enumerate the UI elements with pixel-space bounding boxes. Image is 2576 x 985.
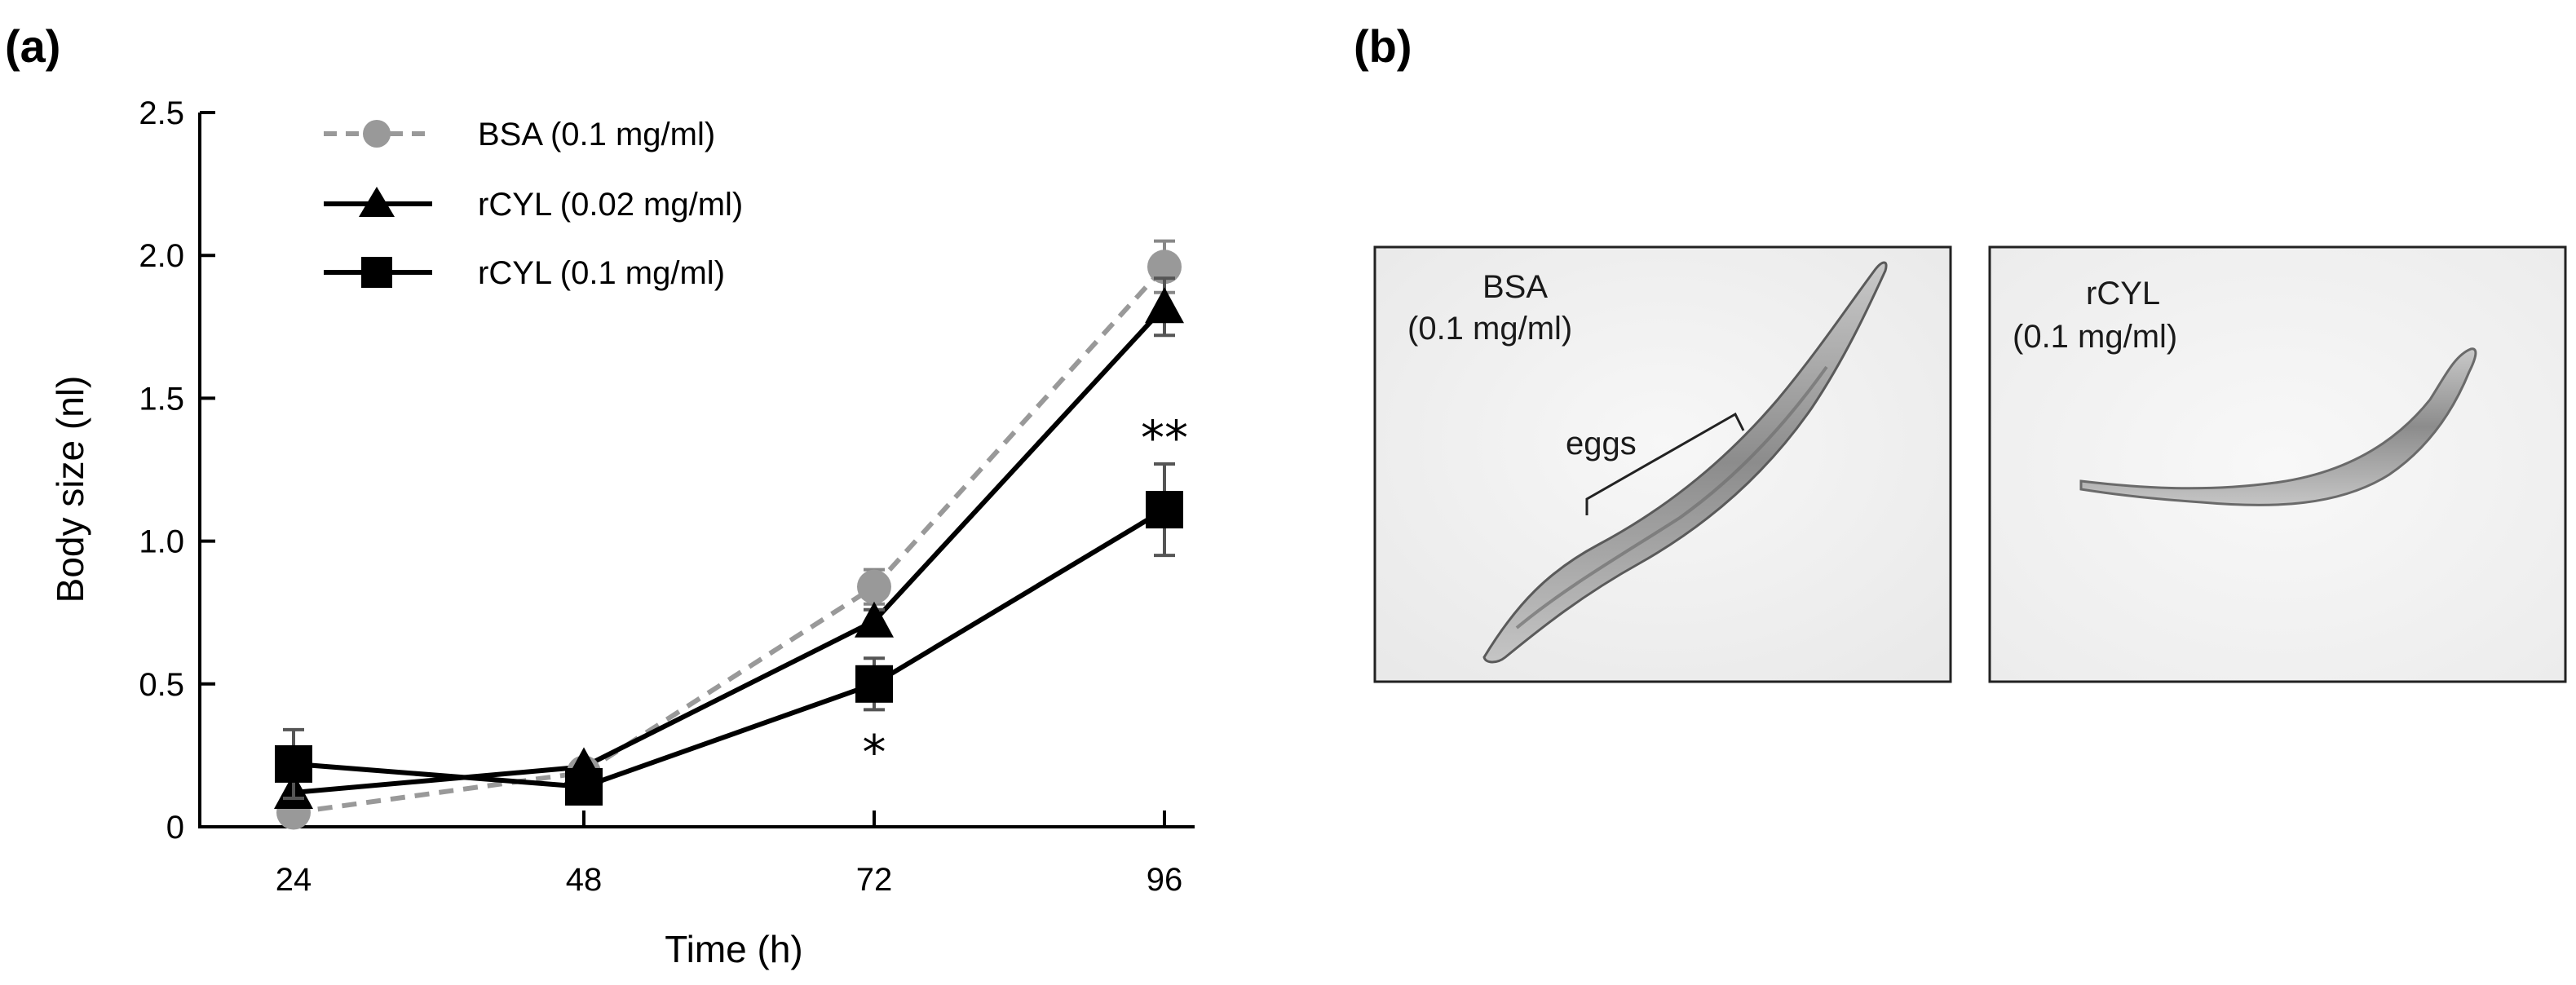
legend-label-rcyl-01: rCYL (0.1 mg/ml) <box>478 255 725 291</box>
y-tick-label: 0 <box>166 810 184 846</box>
micrograph-rcyl-label-line1: rCYL <box>2086 276 2160 311</box>
significance-annotations: *** <box>863 410 1189 780</box>
worm-bsa-image <box>1482 261 1888 664</box>
worm-bsa-gut <box>1515 365 1828 629</box>
legend-entry-rcyl-01: rCYL (0.1 mg/ml) <box>324 255 725 291</box>
micrograph-rcyl-frame <box>1988 245 2567 683</box>
legend-entry-rcyl-002: rCYL (0.02 mg/ml) <box>324 187 743 223</box>
x-tick-label: 96 <box>1147 862 1183 898</box>
micrograph-rcyl-label-line2: (0.1 mg/ml) <box>2013 319 2177 355</box>
panel-a-label: (a) <box>5 20 60 72</box>
micrograph-bsa-label-line2: (0.1 mg/ml) <box>1407 311 1572 347</box>
legend-marker-square <box>361 257 392 288</box>
micrograph-rcyl: rCYL (0.1 mg/ml) <box>1988 245 2567 683</box>
line-chart: 0 0.5 1.0 1.5 2.0 2.5 24 48 72 96 Body size (nl)… <box>49 95 1195 970</box>
series-layer <box>274 239 1184 830</box>
data-point-square <box>565 767 603 806</box>
x-tick-label: 48 <box>566 862 603 898</box>
data-point-square <box>855 665 893 703</box>
x-ticks: 24 48 72 96 <box>276 811 1183 898</box>
legend-marker-triangle <box>359 187 395 217</box>
y-tick-label: 2.5 <box>139 95 184 131</box>
data-point-circle <box>1147 250 1182 285</box>
data-point-triangle <box>1145 287 1184 324</box>
series-line-2 <box>293 507 1166 789</box>
y-axis-title: Body size (nl) <box>49 376 91 603</box>
legend-label-rcyl-002: rCYL (0.02 mg/ml) <box>478 187 743 223</box>
data-point-triangle <box>855 601 894 638</box>
chart-axes <box>198 113 1195 828</box>
y-tick-label: 1.0 <box>139 524 184 560</box>
series-line-1 <box>293 305 1167 795</box>
legend: BSA (0.1 mg/ml) rCYL (0.02 mg/ml) rCYL (… <box>324 117 743 291</box>
eggs-label: eggs <box>1566 426 1637 462</box>
legend-marker-circle <box>363 120 391 148</box>
y-tick-label: 2.0 <box>139 238 184 274</box>
significance-marker: * <box>863 724 886 780</box>
series-line-0 <box>293 265 1167 815</box>
micrograph-bsa: eggs BSA (0.1 mg/ml) <box>1373 245 1952 683</box>
significance-marker: ** <box>1141 410 1188 466</box>
worm-rcyl-image <box>2079 347 2477 506</box>
x-tick-label: 24 <box>276 862 312 898</box>
y-tick-label: 0.5 <box>139 667 184 703</box>
x-tick-label: 72 <box>856 862 893 898</box>
legend-label-bsa: BSA (0.1 mg/ml) <box>478 117 715 152</box>
x-axis-title: Time (h) <box>665 928 803 970</box>
data-point-circle <box>857 569 891 604</box>
legend-entry-bsa: BSA (0.1 mg/ml) <box>324 117 715 152</box>
y-tick-label: 1.5 <box>139 381 184 417</box>
eggs-bracket <box>1585 412 1745 515</box>
panel-b-label: (b) <box>1354 20 1412 72</box>
data-point-square <box>1146 491 1183 529</box>
y-ticks: 0 0.5 1.0 1.5 2.0 2.5 <box>139 95 215 846</box>
micrograph-bsa-label-line1: BSA <box>1482 269 1548 305</box>
data-point-square <box>275 744 312 783</box>
